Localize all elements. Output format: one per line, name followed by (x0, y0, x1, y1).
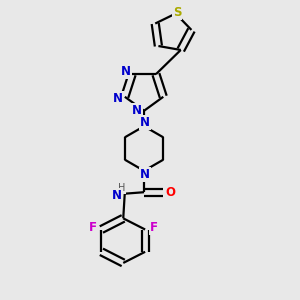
Text: F: F (89, 220, 97, 234)
Text: O: O (165, 186, 175, 199)
Text: N: N (121, 65, 130, 78)
Text: N: N (140, 116, 150, 129)
Text: N: N (132, 104, 142, 117)
Text: F: F (149, 220, 158, 234)
Text: N: N (113, 92, 123, 105)
Text: H: H (118, 183, 125, 193)
Text: S: S (173, 6, 182, 19)
Text: N: N (111, 189, 122, 202)
Text: N: N (140, 168, 150, 181)
